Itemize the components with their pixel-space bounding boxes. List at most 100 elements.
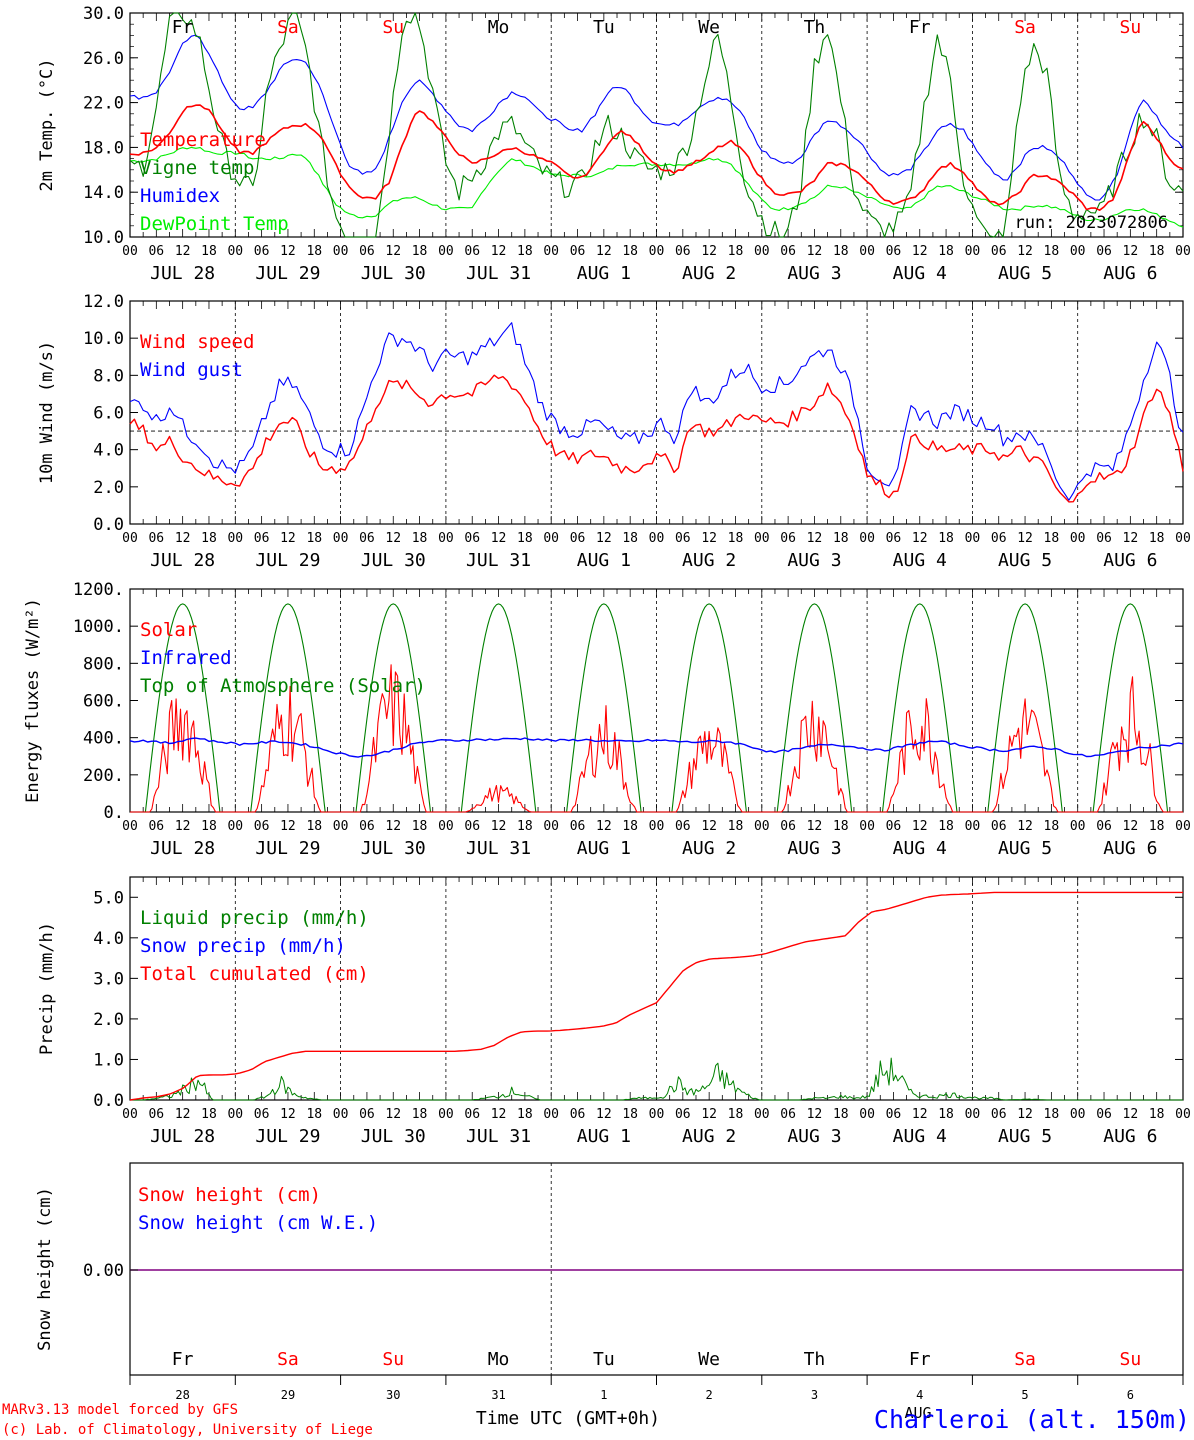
series-infrared xyxy=(129,737,1184,758)
hour-tick-label: 00 xyxy=(227,819,243,834)
y-tick-label: 12.0 xyxy=(83,292,124,312)
hour-tick-label: 06 xyxy=(570,1107,586,1122)
hour-tick-label: 00 xyxy=(543,819,559,834)
day-label: AUG 1 xyxy=(577,1126,631,1147)
legend-label: Infrared xyxy=(140,647,232,669)
legend-label: Temperature xyxy=(140,129,266,151)
day-of-week-label: Th xyxy=(804,17,826,38)
hour-tick-label: 06 xyxy=(991,244,1007,259)
day-label: JUL 30 xyxy=(361,550,426,571)
day-label: JUL 29 xyxy=(255,550,320,571)
hour-tick-label: 00 xyxy=(543,1107,559,1122)
panel-1: 00 06 12 18 00 06 12 18 00 06 12 18 00 06 12 18 00 06 12 18… xyxy=(37,4,1191,284)
hour-tick-label: 06 xyxy=(254,819,270,834)
y-tick-label: 0.0 xyxy=(93,1091,124,1111)
hour-tick-label: 00 xyxy=(859,819,875,834)
day-of-week-label: Su xyxy=(1120,17,1142,38)
hour-tick-label: 06 xyxy=(148,819,164,834)
day-of-week-label: Tu xyxy=(593,1349,615,1370)
hour-tick-label: 06 xyxy=(675,531,691,546)
hour-tick-label: 18 xyxy=(517,531,533,546)
hour-tick-label: 00 xyxy=(965,531,981,546)
day-label: AUG 4 xyxy=(893,550,947,571)
day-label: JUL 30 xyxy=(361,838,426,859)
day-label: AUG 3 xyxy=(787,550,841,571)
hour-tick-label: 12 xyxy=(280,244,296,259)
hour-tick-label: 06 xyxy=(991,819,1007,834)
hour-tick-label: 12 xyxy=(701,531,717,546)
y-tick-label: 8.0 xyxy=(93,366,124,386)
day-label: AUG 4 xyxy=(893,1126,947,1147)
x-axis-label: Time UTC (GMT+0h) xyxy=(476,1408,660,1429)
hour-tick-label: 18 xyxy=(622,819,638,834)
hour-tick-label: 18 xyxy=(412,531,428,546)
hour-tick-label: 18 xyxy=(728,531,744,546)
day-label: JUL 31 xyxy=(466,1126,531,1147)
hour-tick-label: 00 xyxy=(1070,531,1086,546)
hour-tick-label: 00 xyxy=(649,244,665,259)
hour-tick-label: 18 xyxy=(1044,244,1060,259)
hour-tick-label: 06 xyxy=(148,244,164,259)
hour-tick-label: 00 xyxy=(227,531,243,546)
series-liquid-precip xyxy=(130,1057,1183,1101)
day-number-label: 6 xyxy=(1127,1388,1134,1402)
hour-tick-label: 12 xyxy=(1123,819,1139,834)
day-label: JUL 31 xyxy=(466,550,531,571)
day-label: JUL 28 xyxy=(150,838,215,859)
hour-tick-label: 06 xyxy=(780,531,796,546)
hour-tick-label: 06 xyxy=(675,1107,691,1122)
day-label: JUL 31 xyxy=(466,263,531,284)
day-label: AUG 1 xyxy=(577,550,631,571)
legend-label: Vigne temp xyxy=(140,157,254,179)
run-annotation: run: 2023072806 xyxy=(1014,213,1168,233)
hour-tick-label: 18 xyxy=(1044,1107,1060,1122)
hour-tick-label: 00 xyxy=(438,819,454,834)
hour-tick-label: 12 xyxy=(912,819,928,834)
day-label: AUG 1 xyxy=(577,263,631,284)
series-temperature xyxy=(129,104,1184,211)
hour-tick-label: 06 xyxy=(780,819,796,834)
day-of-week-label: Sa xyxy=(277,17,299,38)
day-label: JUL 31 xyxy=(466,838,531,859)
hour-tick-label: 00 xyxy=(543,531,559,546)
hour-tick-label: 00 xyxy=(1175,531,1191,546)
y-tick-label: 1000. xyxy=(73,617,124,637)
y-tick-label: 6.0 xyxy=(93,404,124,424)
hour-tick-label: 00 xyxy=(1175,244,1191,259)
legend-label: Snow height (cm W.E.) xyxy=(138,1212,378,1234)
hour-tick-label: 18 xyxy=(412,819,428,834)
hour-tick-label: 12 xyxy=(807,244,823,259)
hour-tick-label: 12 xyxy=(596,1107,612,1122)
panel-frame xyxy=(129,12,1184,238)
hour-tick-label: 12 xyxy=(1017,819,1033,834)
y-tick-label: 0. xyxy=(104,803,124,823)
y-axis-label: Energy fluxes (W/m²) xyxy=(23,598,43,803)
hour-tick-label: 12 xyxy=(491,819,507,834)
hour-tick-label: 00 xyxy=(122,244,138,259)
hour-tick-label: 12 xyxy=(175,819,191,834)
hour-tick-label: 00 xyxy=(122,531,138,546)
hour-tick-label: 06 xyxy=(570,531,586,546)
day-label: AUG 5 xyxy=(998,1126,1052,1147)
hour-tick-label: 18 xyxy=(517,244,533,259)
hour-tick-label: 12 xyxy=(491,1107,507,1122)
hour-tick-label: 06 xyxy=(464,244,480,259)
day-of-week-label: Su xyxy=(382,17,404,38)
hour-tick-label: 06 xyxy=(991,531,1007,546)
series-humidex xyxy=(129,34,1184,201)
hour-tick-label: 18 xyxy=(201,1107,217,1122)
hour-tick-label: 06 xyxy=(464,819,480,834)
legend-label: Snow height (cm) xyxy=(138,1184,321,1206)
hour-tick-label: 12 xyxy=(701,1107,717,1122)
hour-tick-label: 06 xyxy=(675,819,691,834)
day-label: AUG 5 xyxy=(998,838,1052,859)
day-label: JUL 29 xyxy=(255,838,320,859)
hour-tick-label: 06 xyxy=(1096,819,1112,834)
y-tick-label: 0.0 xyxy=(93,515,124,535)
hour-tick-label: 18 xyxy=(412,244,428,259)
hour-tick-label: 12 xyxy=(385,819,401,834)
day-number-label: 29 xyxy=(281,1388,295,1402)
day-number-label: 2 xyxy=(706,1388,713,1402)
day-label: JUL 28 xyxy=(150,263,215,284)
